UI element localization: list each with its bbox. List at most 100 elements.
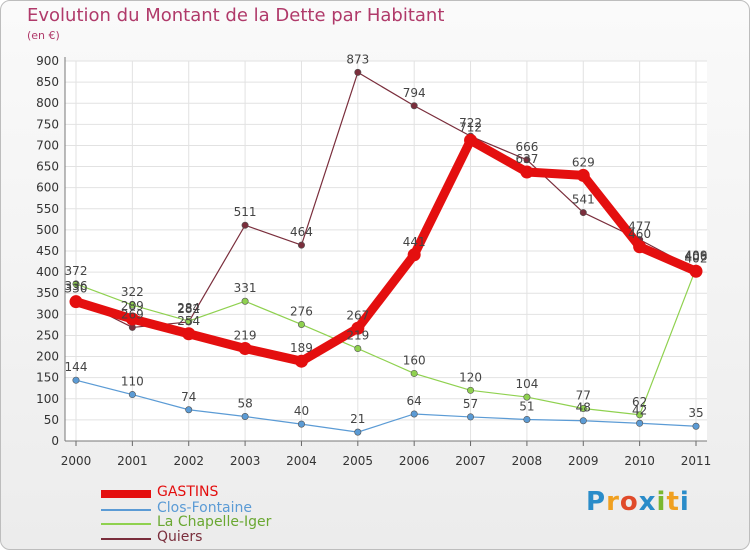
data-label: 666 [515, 140, 538, 154]
y-tick-label: 250 [36, 328, 59, 342]
data-label: 267 [346, 308, 369, 322]
data-label: 331 [234, 281, 257, 295]
proxiti-logo: Proxiti [586, 487, 690, 517]
logo-letter: t [666, 487, 680, 517]
y-tick-label: 150 [36, 371, 59, 385]
logo-letter: r [606, 487, 620, 517]
data-point [636, 411, 644, 419]
data-label: 77 [576, 388, 591, 402]
x-tick-label: 2011 [681, 454, 712, 468]
data-label: 289 [121, 299, 144, 313]
logo-letter: i [656, 487, 667, 517]
data-label: 269 [121, 307, 144, 321]
data-label: 460 [628, 227, 651, 241]
logo-letter: P [586, 487, 607, 517]
data-label: 336 [65, 279, 88, 293]
data-label: 441 [403, 235, 426, 249]
data-point [410, 410, 418, 418]
data-point [579, 209, 587, 217]
data-label: 189 [290, 341, 313, 355]
data-point [407, 248, 421, 262]
logo-letter: o [619, 487, 639, 517]
data-point [520, 165, 534, 179]
data-label: 629 [572, 155, 595, 169]
data-label: 330 [65, 282, 88, 296]
data-point [523, 156, 531, 164]
data-point [72, 280, 80, 288]
data-point [351, 321, 365, 335]
data-label: 794 [403, 86, 426, 100]
data-label: 477 [628, 220, 651, 234]
y-tick-label: 900 [36, 54, 59, 68]
legend-swatch [101, 538, 151, 540]
y-tick-label: 700 [36, 138, 59, 152]
y-tick-label: 650 [36, 160, 59, 174]
data-label: 541 [572, 193, 595, 207]
data-point [241, 413, 249, 421]
data-point [692, 422, 700, 430]
y-tick-label: 200 [36, 350, 59, 364]
y-tick-label: 600 [36, 181, 59, 195]
data-point [579, 417, 587, 425]
data-point [636, 419, 644, 427]
data-label: 637 [515, 152, 538, 166]
data-label: 40 [294, 404, 309, 418]
data-label: 322 [121, 285, 144, 299]
logo-letter: x [638, 487, 657, 517]
data-label: 120 [459, 370, 482, 384]
data-point [576, 168, 590, 182]
data-point [297, 320, 305, 328]
legend-label: GASTINS [157, 484, 219, 500]
data-label: 276 [290, 304, 313, 318]
data-label: 284 [177, 301, 200, 315]
y-tick-label: 800 [36, 96, 59, 110]
data-point [185, 317, 193, 325]
x-tick-label: 2002 [173, 454, 204, 468]
y-tick-label: 450 [36, 244, 59, 258]
data-point [467, 386, 475, 394]
data-label: 282 [177, 302, 200, 316]
legend-label: Quiers [157, 529, 203, 545]
series-line-quiers [75, 71, 697, 329]
y-tick-label: 350 [36, 286, 59, 300]
data-point [464, 133, 478, 147]
data-point [523, 393, 531, 401]
data-label: 873 [346, 52, 369, 66]
y-tick-label: 500 [36, 223, 59, 237]
y-tick-label: 0 [51, 434, 59, 448]
data-label: 464 [290, 225, 313, 239]
data-point [241, 221, 249, 229]
data-point [69, 295, 83, 309]
data-label: 48 [576, 401, 591, 415]
data-point [128, 301, 136, 309]
data-point [182, 327, 196, 341]
data-point [410, 102, 418, 110]
data-point [633, 240, 647, 254]
data-label: 219 [234, 329, 257, 343]
x-tick-label: 2005 [343, 454, 374, 468]
x-tick-label: 2010 [624, 454, 655, 468]
data-label: 57 [463, 397, 478, 411]
legend-swatch [101, 509, 151, 511]
x-tick-label: 2008 [512, 454, 543, 468]
logo-letter: i [679, 487, 690, 517]
data-point [294, 354, 308, 368]
x-tick-label: 2006 [399, 454, 430, 468]
y-tick-label: 300 [36, 307, 59, 321]
data-label: 35 [688, 406, 703, 420]
legend-swatch [101, 490, 151, 498]
data-label: 104 [515, 377, 538, 391]
data-point [128, 391, 136, 399]
data-point [354, 345, 362, 353]
data-label: 42 [632, 403, 647, 417]
data-point [523, 415, 531, 423]
data-label: 254 [177, 314, 200, 328]
data-label: 21 [350, 412, 365, 426]
data-point [125, 312, 139, 326]
data-label: 58 [237, 397, 252, 411]
data-label: 160 [403, 353, 426, 367]
data-label: 144 [65, 360, 88, 374]
data-point [72, 376, 80, 384]
x-tick-label: 2003 [230, 454, 261, 468]
